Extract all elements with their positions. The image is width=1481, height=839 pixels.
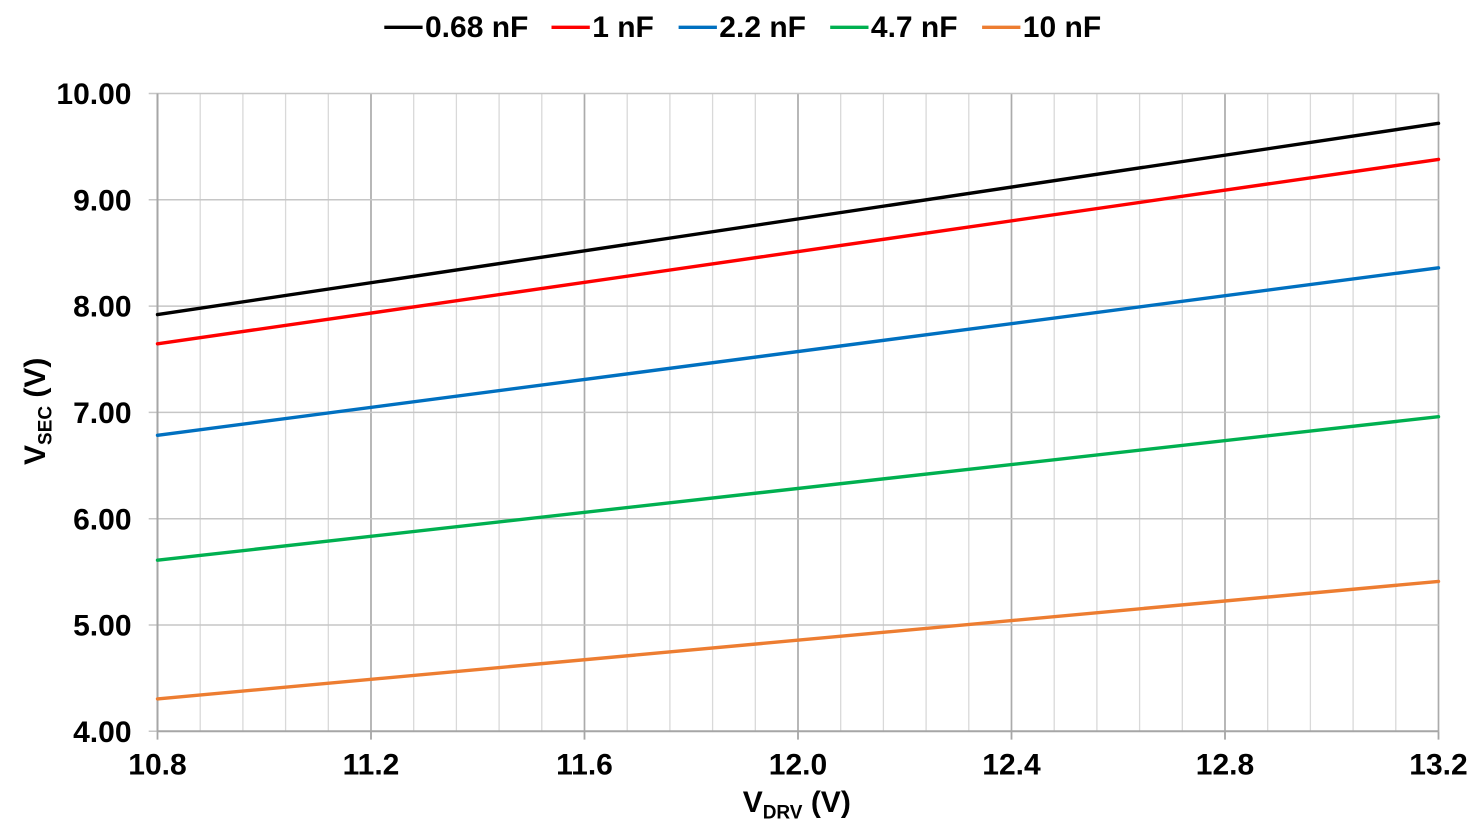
svg-text:12.4: 12.4 [982, 748, 1041, 781]
svg-text:5.00: 5.00 [73, 610, 131, 643]
svg-text:11.2: 11.2 [343, 748, 400, 781]
svg-text:10 nF: 10 nF [1023, 11, 1101, 44]
svg-text:7.00: 7.00 [73, 397, 131, 430]
svg-text:2.2 nF: 2.2 nF [719, 11, 806, 44]
svg-text:11.6: 11.6 [556, 748, 613, 781]
svg-text:10.00: 10.00 [56, 78, 131, 111]
svg-text:4.7 nF: 4.7 nF [871, 11, 958, 44]
svg-text:13.2: 13.2 [1409, 748, 1467, 781]
svg-text:VSEC (V): VSEC (V) [19, 358, 57, 465]
svg-text:0.68 nF: 0.68 nF [425, 11, 528, 44]
svg-text:4.00: 4.00 [73, 716, 131, 749]
svg-text:9.00: 9.00 [73, 184, 131, 217]
svg-text:1 nF: 1 nF [592, 11, 654, 44]
svg-text:10.8: 10.8 [128, 748, 186, 781]
svg-text:8.00: 8.00 [73, 291, 131, 324]
svg-text:12.8: 12.8 [1196, 748, 1254, 781]
svg-text:12.0: 12.0 [769, 748, 827, 781]
svg-text:6.00: 6.00 [73, 503, 131, 536]
